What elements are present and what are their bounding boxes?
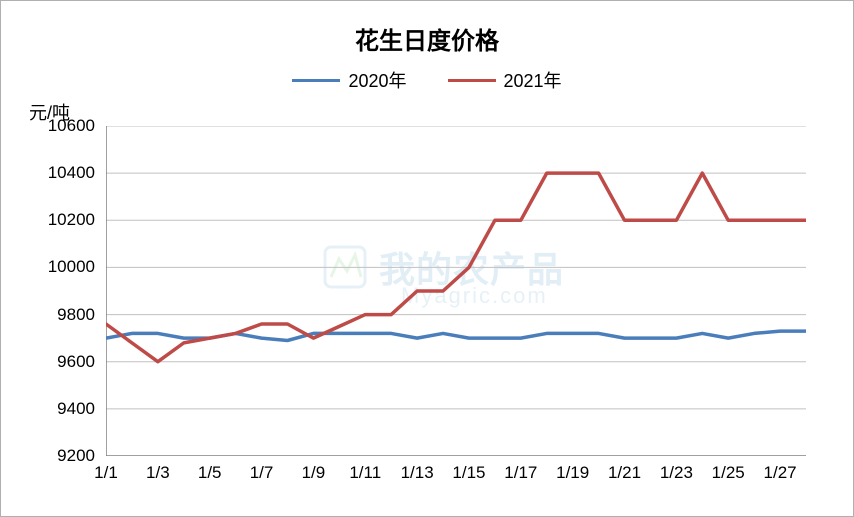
legend-label-2020: 2020年 xyxy=(348,67,406,93)
x-tick-label: 1/9 xyxy=(302,463,326,483)
y-tick-label: 9400 xyxy=(57,399,95,419)
x-tick-label: 1/17 xyxy=(504,463,537,483)
y-tick-label: 10000 xyxy=(48,257,95,277)
legend-label-2021: 2021年 xyxy=(504,67,562,93)
legend-swatch-2020 xyxy=(292,79,340,83)
y-tick-label: 9800 xyxy=(57,305,95,325)
legend-item-2021: 2021年 xyxy=(448,67,562,93)
legend-swatch-2021 xyxy=(448,79,496,83)
y-tick-label: 10400 xyxy=(48,163,95,183)
x-tick-label: 1/1 xyxy=(94,463,118,483)
x-tick-label: 1/3 xyxy=(146,463,170,483)
x-tick-label: 1/19 xyxy=(556,463,589,483)
x-tick-label: 1/21 xyxy=(608,463,641,483)
x-tick-label: 1/15 xyxy=(452,463,485,483)
chart-plot-area xyxy=(106,126,806,456)
y-tick-label: 9600 xyxy=(57,352,95,372)
x-tick-label: 1/7 xyxy=(250,463,274,483)
x-tick-label: 1/23 xyxy=(660,463,693,483)
chart-container: 花生日度价格 2020年 2021年 元/吨 我的农产品 Myagric.com… xyxy=(0,0,854,517)
y-tick-label: 9200 xyxy=(57,446,95,466)
x-tick-label: 1/25 xyxy=(712,463,745,483)
y-tick-label: 10200 xyxy=(48,210,95,230)
y-tick-label: 10600 xyxy=(48,116,95,136)
x-tick-label: 1/11 xyxy=(349,463,381,483)
x-tick-label: 1/27 xyxy=(764,463,797,483)
legend: 2020年 2021年 xyxy=(1,66,853,93)
chart-title: 花生日度价格 xyxy=(1,21,853,56)
x-tick-label: 1/5 xyxy=(198,463,222,483)
gridlines xyxy=(106,126,806,409)
legend-item-2020: 2020年 xyxy=(292,67,406,93)
x-tick-label: 1/13 xyxy=(401,463,434,483)
